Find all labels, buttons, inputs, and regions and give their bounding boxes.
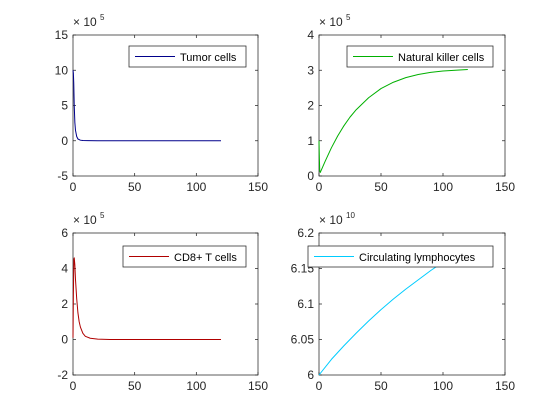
lymph-x-tick-label: 150 <box>495 379 515 393</box>
nk-exponent-label: × 10 <box>319 15 343 29</box>
lymph-legend-box <box>307 245 494 268</box>
cd8-y-tick-label: 4 <box>61 262 68 276</box>
cd8-legend-box <box>122 245 247 268</box>
nk-x-tick-label: 100 <box>433 180 453 194</box>
cd8-exponent-label: × 10 <box>73 213 97 227</box>
cd8-y-tick-label: 2 <box>61 297 68 311</box>
nk-legend: Natural killer cells <box>346 45 494 68</box>
nk-x-tick-label: 50 <box>374 180 388 194</box>
nk-exponent-power: 5 <box>346 13 351 22</box>
cd8-x-tick-label: 0 <box>70 379 77 393</box>
lymph-y-tick-label: 6.05 <box>291 333 315 347</box>
tumor-legend-box <box>128 45 247 68</box>
cd8-legend-label: CD8+ T cells <box>174 252 237 264</box>
cd8-x-tick-label: 150 <box>248 379 268 393</box>
lymph-exponent-label: × 10 <box>319 213 343 227</box>
cd8-legend: CD8+ T cells <box>122 245 247 268</box>
tumor-y-tick-label: 15 <box>55 28 69 42</box>
nk-legend-label: Natural killer cells <box>398 52 485 64</box>
tumor-x-tick-label: 100 <box>186 180 206 194</box>
tumor-exponent-power: 5 <box>100 13 105 22</box>
tumor-y-tick-label: 0 <box>61 134 68 148</box>
tumor-y-tick-label: 5 <box>61 99 68 113</box>
cd8-x-tick-label: 50 <box>128 379 142 393</box>
nk-y-tick-label: 2 <box>307 99 314 113</box>
nk-y-tick-label: 4 <box>307 28 314 42</box>
lymph-x-tick-label: 50 <box>374 379 388 393</box>
lymph-legend-label: Circulating lymphocytes <box>359 252 476 264</box>
cd8-y-tick-label: 6 <box>61 226 68 240</box>
lymph-x-tick-label: 0 <box>316 379 323 393</box>
lymph-legend: Circulating lymphocytes <box>307 245 494 268</box>
nk-legend-box <box>346 45 494 68</box>
lymph-y-tick-label: 6.1 <box>297 297 314 311</box>
tumor-exponent-label: × 10 <box>73 15 97 29</box>
tumor-y-tick-label: -5 <box>57 169 68 183</box>
tumor-legend-label: Tumor cells <box>180 52 237 64</box>
tumor-series-line <box>72 70 221 142</box>
cd8-series-line <box>72 257 221 340</box>
cd8-x-tick-label: 100 <box>186 379 206 393</box>
tumor-legend: Tumor cells <box>128 45 247 68</box>
tumor-y-tick-label: 10 <box>55 63 69 77</box>
nk-panel: 0 50 100 150 0 1 2 3 4 × 10 5 Natural killer cells <box>307 13 515 194</box>
lymph-exponent-power: 10 <box>346 211 355 220</box>
nk-x-tick-label: 0 <box>316 180 323 194</box>
lymph-y-tick-label: 6 <box>307 368 314 382</box>
nk-y-tick-label: 3 <box>307 63 314 77</box>
tumor-x-tick-label: 0 <box>70 180 77 194</box>
cd8-y-tick-label: -2 <box>57 368 68 382</box>
nk-x-tick-label: 150 <box>495 180 515 194</box>
tumor-x-tick-label: 50 <box>128 180 142 194</box>
tumor-x-tick-label: 150 <box>248 180 268 194</box>
lymph-x-tick-label: 100 <box>433 379 453 393</box>
lymph-y-tick-label: 6.2 <box>297 226 314 240</box>
nk-y-tick-label: 1 <box>307 134 314 148</box>
nk-series-line <box>318 69 468 173</box>
cd8-exponent-power: 5 <box>100 211 105 220</box>
nk-y-tick-label: 0 <box>307 169 314 183</box>
cd8-y-tick-label: 0 <box>61 333 68 347</box>
